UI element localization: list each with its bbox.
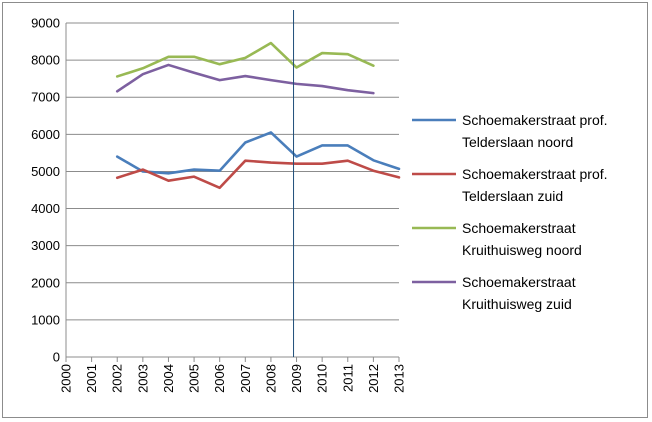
legend: Schoemakerstraat prof. Telderslaan noord S… bbox=[412, 112, 608, 312]
series-line-1 bbox=[115, 131, 401, 175]
x-tick-label: 2009 bbox=[289, 364, 304, 393]
y-tick-label: 6000 bbox=[31, 127, 60, 142]
y-tick-label: 8000 bbox=[31, 53, 60, 68]
x-tick-label: 2011 bbox=[340, 364, 355, 392]
x-tick-label: 2001 bbox=[84, 364, 99, 393]
x-tick-label: 2005 bbox=[187, 364, 202, 393]
series-line-4 bbox=[115, 63, 375, 95]
x-tick-label: 2004 bbox=[161, 364, 176, 393]
legend-label: Telderslaan noord bbox=[462, 134, 573, 150]
y-tick-label: 7000 bbox=[31, 90, 60, 105]
legend-label: Kruithuisweg noord bbox=[462, 242, 582, 258]
x-tick-label: 2012 bbox=[366, 364, 381, 393]
legend-label: Schoemakerstraat bbox=[462, 274, 576, 290]
gridlines bbox=[66, 22, 399, 358]
y-tick-label: 9000 bbox=[31, 16, 60, 31]
chart-frame bbox=[2, 2, 648, 418]
y-tick-label: 2000 bbox=[31, 275, 60, 290]
legend-label: Schoemakerstraat bbox=[462, 220, 576, 236]
series-lines bbox=[115, 41, 401, 190]
legend-label: Schoemakerstraat prof. bbox=[462, 166, 608, 182]
y-tick-label: 1000 bbox=[31, 312, 60, 327]
x-tick-label: 2000 bbox=[59, 364, 74, 393]
x-tick-label: 2007 bbox=[238, 364, 253, 393]
x-tick-label: 2006 bbox=[212, 364, 227, 393]
x-tick-label: 2010 bbox=[315, 364, 330, 393]
x-tick-label: 2013 bbox=[392, 364, 407, 393]
series-line-2 bbox=[115, 159, 401, 190]
y-tick-label: 4000 bbox=[31, 201, 60, 216]
legend-label: Schoemakerstraat prof. bbox=[462, 112, 608, 128]
legend-label: Telderslaan zuid bbox=[462, 188, 563, 204]
series-line-3 bbox=[115, 41, 375, 78]
x-tick-label: 2002 bbox=[110, 364, 125, 393]
x-tick-label: 2003 bbox=[135, 364, 150, 393]
axes: 0 1000 2000 3000 4000 5000 6000 7000 8000 9000 200… bbox=[31, 16, 406, 393]
y-tick-label: 3000 bbox=[31, 238, 60, 253]
y-tick-label: 5000 bbox=[31, 164, 60, 179]
y-tick-label: 0 bbox=[53, 350, 60, 365]
x-tick-label: 2008 bbox=[263, 364, 278, 393]
legend-label: Kruithuisweg zuid bbox=[462, 296, 572, 312]
